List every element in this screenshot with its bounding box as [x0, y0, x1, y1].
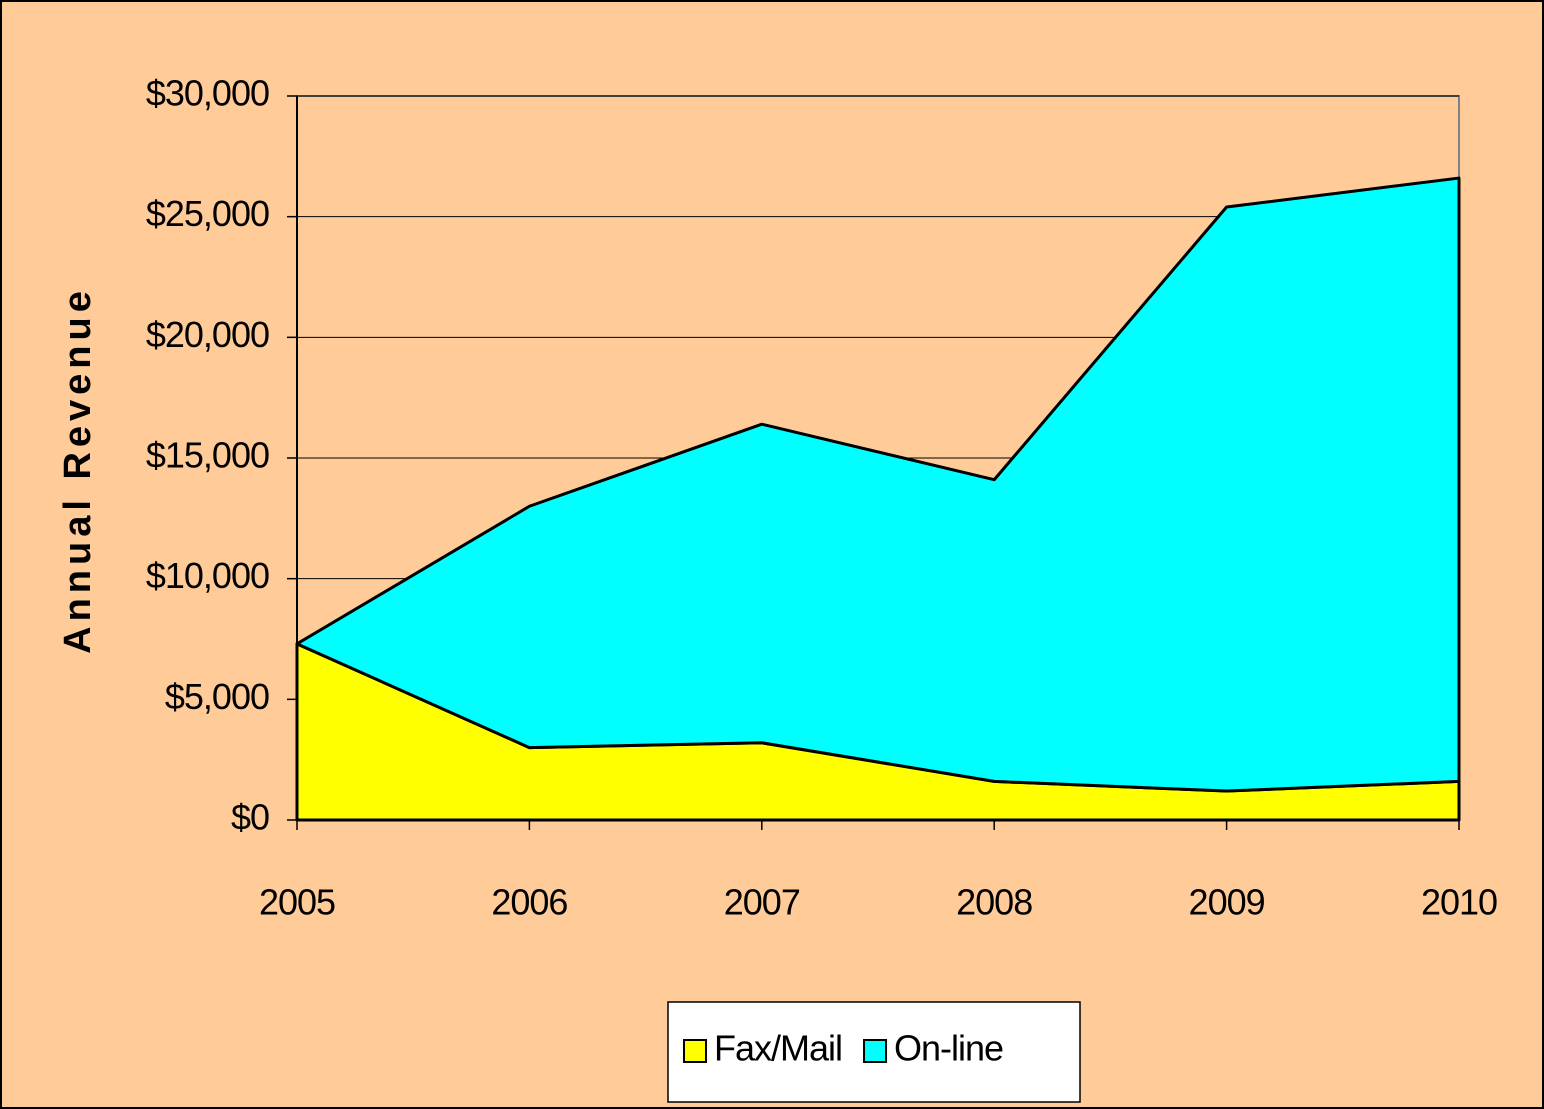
x-tick-label: 2006	[491, 882, 567, 923]
x-tick-label: 2008	[956, 882, 1032, 923]
axes: $0 $5,000 $10,000 $15,000 $20,000 $25,000 $30,…	[146, 73, 1498, 923]
y-tick-label: $5,000	[165, 676, 269, 717]
x-tick-label: 2007	[724, 882, 800, 923]
area	[295, 176, 1461, 793]
legend-label: On-line	[894, 1028, 1003, 1069]
x-tick-label: 2010	[1421, 882, 1497, 923]
y-tick-label: $25,000	[146, 193, 269, 234]
y-tick-label: $20,000	[146, 314, 269, 355]
legend-label: Fax/Mail	[714, 1028, 842, 1069]
legend: Fax/Mail On-line	[683, 1028, 1004, 1069]
x-tick-label: 2005	[259, 882, 335, 923]
y-tick-label: $0	[231, 797, 269, 838]
y-tick-label: $30,000	[146, 73, 269, 114]
y-axis-title: Annual Revenue	[57, 286, 99, 654]
x-tick-label: 2009	[1189, 882, 1265, 923]
y-tick-label: $15,000	[146, 435, 269, 476]
y-tick-label: $10,000	[146, 555, 269, 596]
legend-swatch	[863, 1039, 888, 1063]
legend-swatch	[683, 1039, 707, 1063]
